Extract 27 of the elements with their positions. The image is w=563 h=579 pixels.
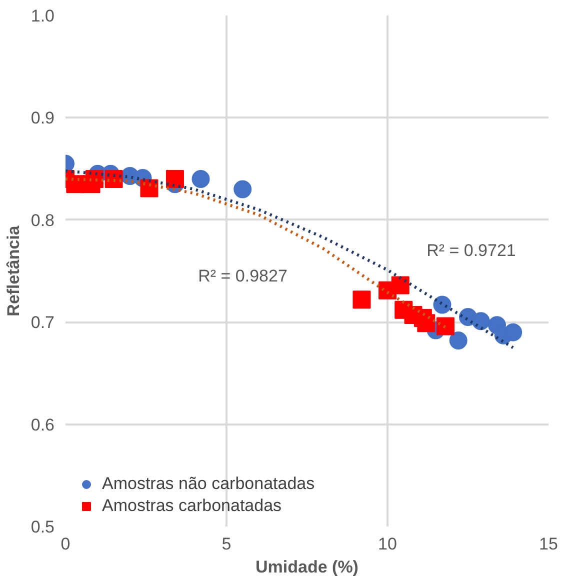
point	[391, 276, 410, 294]
y-tick-label: 0.9	[30, 108, 55, 128]
point	[504, 323, 522, 342]
y-tick-label: 1.0	[30, 6, 55, 26]
x-tick-label: 0	[60, 534, 70, 554]
point	[234, 180, 252, 198]
point	[352, 290, 371, 309]
legend-label: Amostras não carbonatadas	[102, 474, 315, 494]
x-axis-title: Umidade (%)	[256, 558, 358, 576]
annotation: R² = 0.9827	[198, 266, 288, 286]
annotation: R² = 0.9721	[426, 241, 516, 260]
y-axis-title: Refletância	[4, 225, 23, 316]
legend-label: Amostras carbonatadas	[102, 496, 282, 516]
point	[433, 296, 452, 314]
x-tick-label: 15	[539, 534, 558, 554]
point	[192, 170, 210, 188]
y-tick-label: 0.5	[30, 518, 55, 536]
x-tick-label: 5	[222, 534, 232, 554]
x-tick-label: 10	[378, 534, 397, 554]
point	[449, 332, 468, 350]
point	[166, 170, 184, 188]
y-tick-label: 0.8	[30, 210, 55, 230]
point	[472, 312, 490, 330]
y-tick-label: 0.7	[30, 313, 55, 332]
point	[436, 317, 454, 336]
point	[417, 314, 436, 332]
y-tick-label: 0.6	[30, 415, 55, 434]
